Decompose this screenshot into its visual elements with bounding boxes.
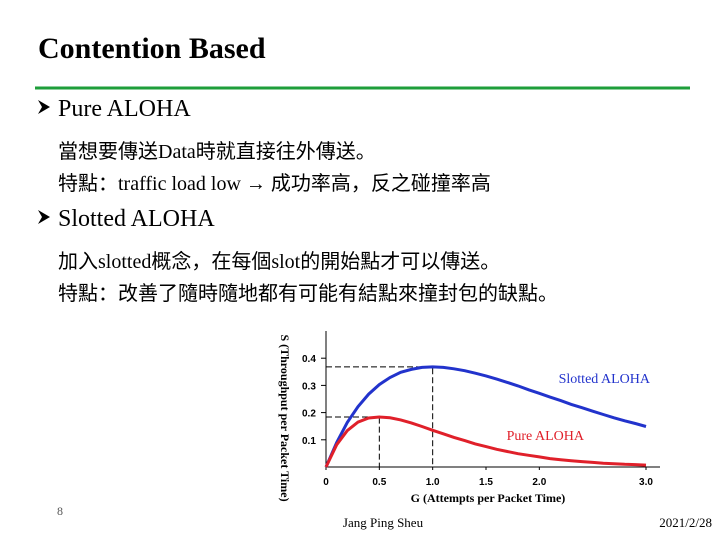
y-tick-label: 0.1 <box>302 436 316 447</box>
x-tick-label: 0 <box>323 477 329 488</box>
bullet-heading: Slotted ALOHA <box>58 206 215 232</box>
y-tick-label: 0.3 <box>302 381 316 392</box>
peak-guide <box>326 416 380 467</box>
date: 2021/2/28 <box>659 515 712 530</box>
author: Jang Ping Sheu <box>343 515 424 530</box>
y-tick-label: 0.4 <box>302 354 316 365</box>
x-tick-label: 2.0 <box>532 477 546 488</box>
x-tick-label: 1.0 <box>426 477 440 488</box>
peak-guide <box>326 366 434 467</box>
x-axis-label: G (Attempts per Packet Time) <box>411 491 566 505</box>
bullet-heading: Pure ALOHA <box>58 96 191 122</box>
bullet-line: 當想要傳送Data時就直接往外傳送。 <box>58 140 376 163</box>
bullet-icon <box>38 210 50 224</box>
series-label: Pure ALOHA <box>507 429 585 444</box>
bullet-line: 特點：改善了隨時隨地都有可能有結點來撞封包的缺點。 <box>58 282 558 305</box>
bullet-icon <box>38 100 50 114</box>
x-tick-label: 1.5 <box>479 477 493 488</box>
series-line <box>324 415 647 468</box>
page-number: 8 <box>57 504 63 518</box>
slide-title: Contention Based <box>38 32 266 65</box>
y-axis-label: S (Throughput per Packet Time) <box>278 334 292 501</box>
series-label: Slotted ALOHA <box>559 372 651 387</box>
bullet-line: 加入slotted概念，在每個slot的開始點才可以傳送。 <box>58 249 500 273</box>
y-tick-label: 0.2 <box>302 409 316 420</box>
x-tick-label: 0.5 <box>372 477 386 488</box>
bullet-line: 特點：traffic load low → 成功率高，反之碰撞率高 <box>58 172 491 195</box>
x-tick-label: 3.0 <box>639 477 653 488</box>
series-line <box>324 365 647 468</box>
